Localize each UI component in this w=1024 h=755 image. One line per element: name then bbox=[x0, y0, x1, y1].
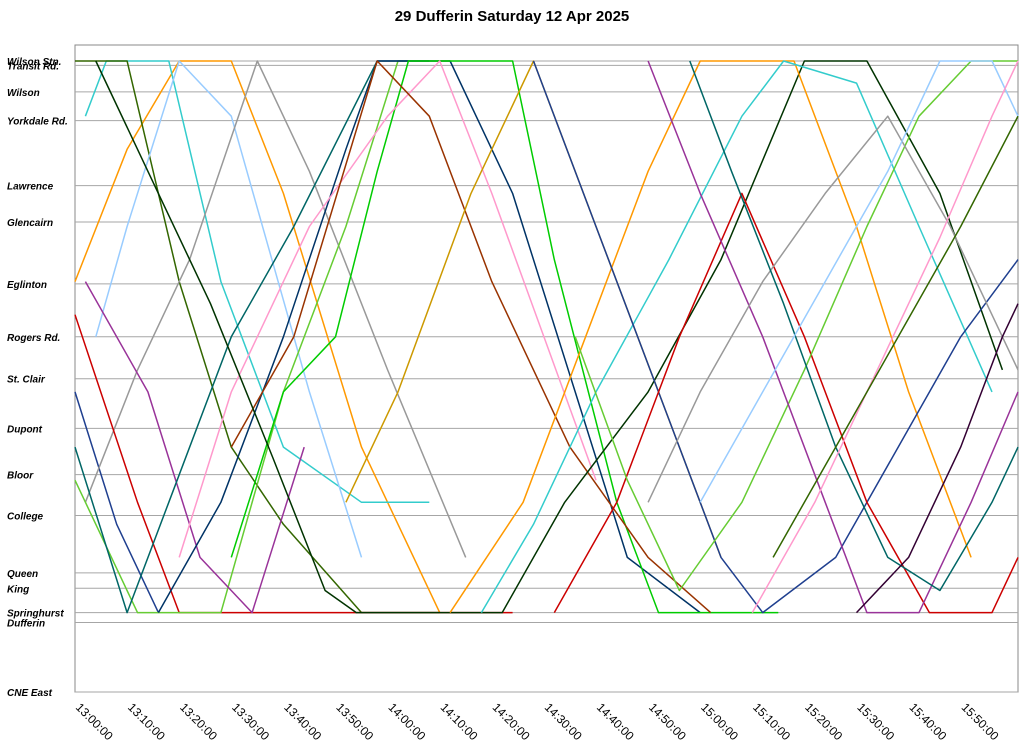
trip-line-8 bbox=[84, 281, 305, 614]
time-tick-label: 13:30:00 bbox=[229, 700, 272, 743]
stop-label: Wilson Stn. bbox=[7, 57, 61, 68]
time-tick-label: 14:20:00 bbox=[490, 700, 533, 743]
stop-label: CNE East bbox=[7, 688, 53, 699]
time-tick-label: 15:30:00 bbox=[854, 700, 897, 743]
trip-line-27 bbox=[855, 303, 1019, 614]
time-tick-label: 14:30:00 bbox=[542, 700, 585, 743]
time-tick-label: 13:50:00 bbox=[333, 700, 376, 743]
time-tick-label: 14:10:00 bbox=[438, 700, 481, 743]
stop-label: Transit Rd. bbox=[7, 61, 59, 72]
stop-label: Queen bbox=[7, 569, 38, 580]
trip-line-18 bbox=[532, 60, 1019, 614]
trip-line-20 bbox=[574, 60, 1018, 592]
stop-label: Dupont bbox=[7, 424, 43, 435]
stop-label: College bbox=[7, 511, 44, 522]
stop-label: Dufferin bbox=[7, 619, 45, 630]
trip-line-5 bbox=[84, 60, 467, 558]
time-tick-label: 15:00:00 bbox=[698, 700, 741, 743]
trip-line-26 bbox=[772, 115, 1019, 558]
time-tick-label: 14:00:00 bbox=[385, 700, 428, 743]
stop-label: Bloor bbox=[7, 471, 34, 482]
stop-label: St. Clair bbox=[7, 375, 46, 386]
trip-line-16 bbox=[449, 60, 972, 614]
trip-line-21 bbox=[647, 60, 1019, 614]
trip-line-15 bbox=[95, 60, 1004, 614]
chart-title: 29 Dufferin Saturday 12 Apr 2025 bbox=[394, 8, 630, 25]
time-tick-label: 15:40:00 bbox=[906, 700, 949, 743]
trip-line-25 bbox=[751, 60, 1019, 613]
trip-line-0 bbox=[74, 391, 160, 613]
time-tick-label: 15:50:00 bbox=[959, 700, 1002, 743]
stop-label: Eglinton bbox=[7, 280, 47, 291]
stop-labels: Wilson Stn.Transit Rd. Wilson Yorkdale Rd.… bbox=[7, 57, 68, 699]
time-tick-label: 13:40:00 bbox=[281, 700, 324, 743]
trip-line-17 bbox=[480, 60, 993, 613]
time-tick-label: 15:20:00 bbox=[802, 700, 845, 743]
time-tick-label: 14:50:00 bbox=[646, 700, 689, 743]
time-tick-label: 14:40:00 bbox=[594, 700, 637, 743]
trip-line-1 bbox=[74, 60, 441, 613]
time-tick-label: 15:10:00 bbox=[750, 700, 793, 743]
trip-line-22 bbox=[647, 115, 1019, 503]
stop-label: Glencairn bbox=[7, 218, 53, 229]
trip-line-12 bbox=[178, 60, 597, 558]
stop-label: Springhurst bbox=[7, 609, 64, 620]
trip-line-13 bbox=[230, 60, 712, 614]
stop-label: Rogers Rd. bbox=[7, 333, 60, 344]
time-tick-label: 13:10:00 bbox=[125, 700, 168, 743]
trip-line-19 bbox=[553, 192, 1019, 614]
series-layer bbox=[74, 60, 1019, 614]
time-labels: 13:00:00 13:10:00 13:20:00 13:30:00 13:40:00… bbox=[73, 700, 1002, 743]
plot-area bbox=[74, 44, 1019, 693]
trip-line-4 bbox=[95, 60, 363, 558]
trip-line-11 bbox=[230, 60, 779, 614]
stop-label: Yorkdale Rd. bbox=[7, 117, 68, 128]
time-tick-label: 13:20:00 bbox=[177, 700, 220, 743]
stop-label: Wilson bbox=[7, 88, 40, 99]
trip-line-23 bbox=[689, 60, 1019, 592]
trip-line-24 bbox=[699, 60, 1019, 503]
stop-label: Lawrence bbox=[7, 182, 54, 193]
time-tick-label: 13:00:00 bbox=[73, 700, 116, 743]
stop-label: King bbox=[7, 584, 29, 595]
